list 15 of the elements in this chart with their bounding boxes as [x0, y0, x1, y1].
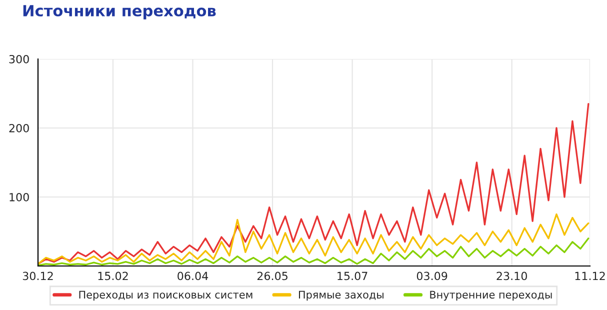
- y-tick-label: 200: [9, 124, 29, 132]
- y-tick-label: 100: [10, 192, 29, 202]
- legend-label: Переходы из поисковых систем: [79, 290, 252, 301]
- legend-label: Внутренние переходы: [430, 290, 552, 301]
- x-tick-label: 06.04: [178, 272, 208, 280]
- x-tick-label: 15.02: [98, 272, 128, 280]
- x-tick-label: 15.07: [338, 272, 368, 280]
- chart-title: Источники переходов: [23, 5, 216, 20]
- x-tick-label: 23.10: [496, 272, 527, 280]
- x-tick-label: 30.12: [22, 272, 53, 280]
- x-tick-label: 11.12: [575, 272, 605, 280]
- x-tick-label: 03.09: [416, 272, 448, 280]
- x-tick-label: 26.05: [257, 272, 288, 280]
- legend-label: Прямые заходы: [298, 290, 384, 301]
- y-tick-label: 300: [9, 54, 29, 64]
